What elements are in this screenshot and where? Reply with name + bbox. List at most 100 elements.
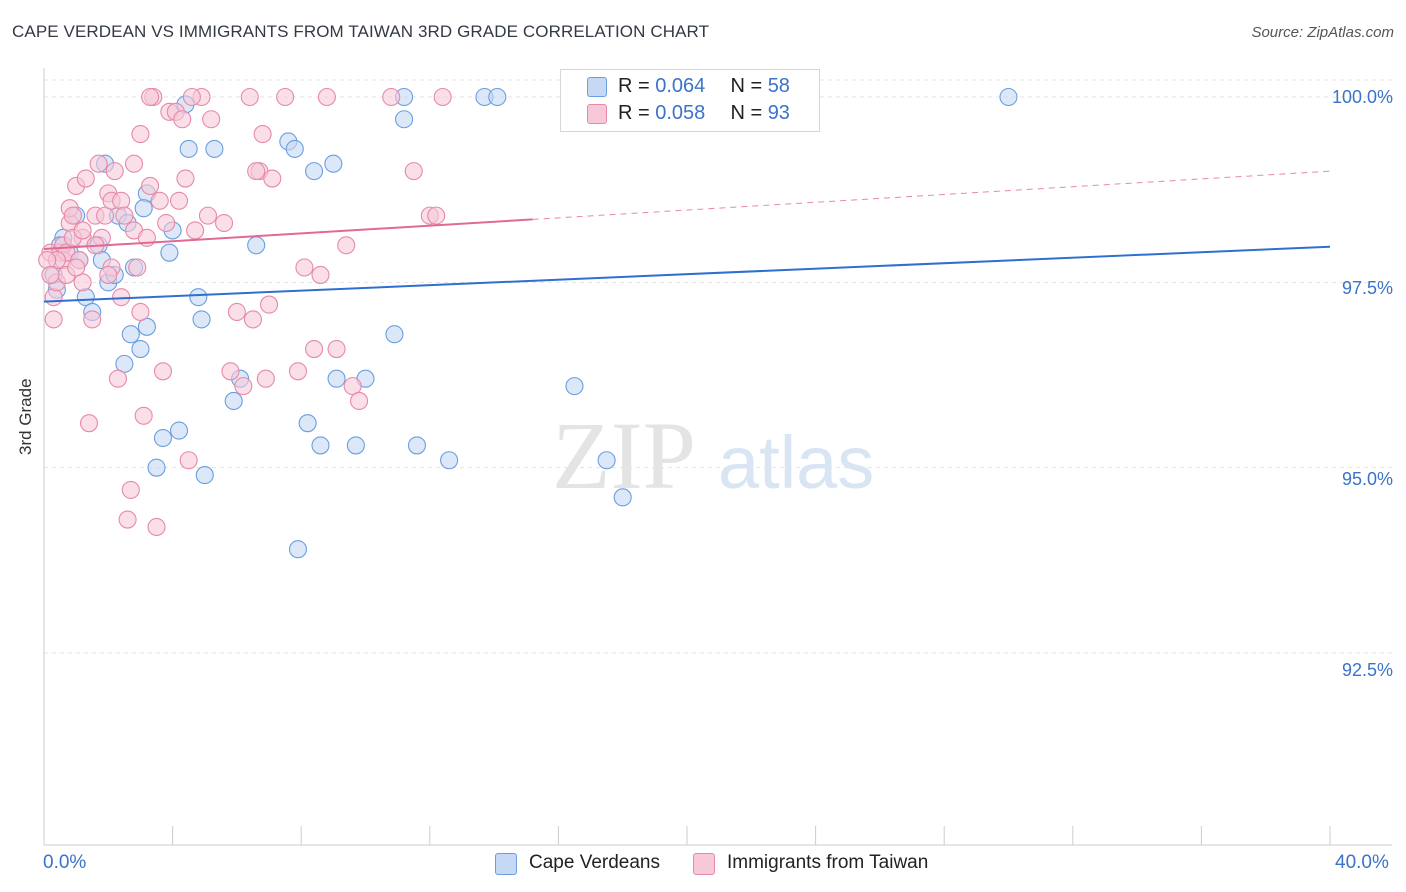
point-taiwan (153, 362, 173, 381)
point-taiwan (79, 414, 99, 433)
trend-lines (43, 170, 1331, 303)
point-cape-verdean (999, 87, 1018, 107)
y-tick-95: 95.0% (1341, 469, 1393, 489)
point-cape-verdean (488, 87, 507, 107)
point-taiwan (173, 110, 192, 129)
point-taiwan (311, 265, 330, 284)
point-taiwan (221, 362, 240, 381)
chart-title: CAPE VERDEAN VS IMMIGRANTS FROM TAIWAN 3… (12, 22, 710, 41)
point-cape-verdean (440, 451, 459, 470)
point-taiwan (227, 302, 246, 322)
point-taiwan (41, 265, 60, 284)
point-taiwan (179, 451, 198, 470)
point-taiwan (263, 169, 282, 188)
x-tick-max: 40.0% (1335, 852, 1389, 873)
point-cape-verdean (311, 436, 330, 455)
point-cape-verdean (395, 110, 414, 129)
point-cape-verdean (169, 421, 189, 440)
point-cape-verdean (288, 540, 308, 559)
point-cape-verdean (224, 391, 243, 410)
point-taiwan (317, 87, 336, 107)
point-taiwan (157, 213, 176, 233)
legend-text: R = 0.064 N = 58 (618, 75, 790, 98)
point-taiwan (115, 206, 134, 225)
point-taiwan (182, 87, 201, 107)
source-credit: Source: ZipAtlas.com (1251, 24, 1394, 41)
r-value: 0.064 (655, 75, 706, 97)
point-taiwan (350, 391, 369, 410)
point-cape-verdean (179, 139, 198, 158)
point-taiwan (44, 310, 63, 329)
point-taiwan (124, 154, 144, 173)
point-taiwan (131, 125, 150, 144)
r-label: R = (618, 102, 650, 124)
axes (43, 68, 1392, 846)
point-cape-verdean (565, 377, 584, 396)
gridlines (44, 79, 1392, 654)
point-taiwan (198, 206, 218, 225)
trend-line-cape-verdeans (43, 245, 1331, 303)
point-taiwan (234, 377, 253, 396)
point-cape-verdean (346, 436, 365, 455)
point-cape-verdean (247, 236, 266, 255)
legend-label: Cape Verdeans (529, 852, 660, 873)
point-taiwan (38, 251, 57, 270)
swatch-blue (495, 853, 517, 875)
point-taiwan (63, 206, 82, 225)
point-taiwan (256, 369, 275, 388)
point-taiwan (305, 340, 324, 359)
point-cape-verdean (597, 451, 616, 470)
point-cape-verdean (189, 288, 208, 307)
point-cape-verdean (131, 340, 150, 359)
point-taiwan (295, 258, 314, 277)
point-cape-verdean (153, 428, 173, 448)
point-taiwan (276, 87, 295, 107)
point-taiwan (176, 169, 195, 188)
point-taiwan (247, 162, 266, 181)
point-taiwan (112, 191, 131, 210)
trend-line-taiwan-extension (532, 170, 1331, 220)
n-value: 93 (767, 102, 790, 124)
legend-swatch-pink (587, 104, 607, 124)
point-taiwan (382, 87, 401, 107)
point-cape-verdean (121, 325, 140, 344)
point-taiwan (121, 480, 140, 499)
point-taiwan (73, 221, 92, 240)
point-taiwan (147, 517, 166, 537)
point-cape-verdean (205, 139, 224, 158)
point-taiwan (288, 362, 308, 381)
point-taiwan (141, 176, 160, 196)
y-tick-100: 100.0% (1331, 87, 1393, 107)
point-taiwan (243, 310, 263, 329)
point-cape-verdean (385, 325, 404, 344)
point-taiwan (337, 236, 356, 255)
point-taiwan (327, 340, 346, 359)
point-taiwan (150, 191, 169, 210)
n-value: 58 (767, 75, 790, 97)
watermark-atlas: atlas (718, 421, 874, 504)
point-cape-verdean (407, 436, 426, 455)
point-taiwan (433, 87, 452, 107)
swatch-pink (693, 853, 715, 875)
point-taiwan (108, 369, 127, 388)
point-cape-verdean (327, 369, 346, 388)
point-taiwan (83, 310, 102, 329)
point-taiwan (128, 258, 147, 277)
r-label: R = (618, 75, 650, 97)
legend-text: R = 0.058 N = 93 (618, 102, 790, 125)
point-cape-verdean (160, 243, 179, 262)
point-taiwan (118, 510, 137, 529)
legend-label: Immigrants from Taiwan (727, 852, 929, 873)
trend-line-taiwan (43, 218, 533, 250)
point-taiwan (99, 265, 118, 284)
point-cape-verdean (613, 488, 632, 507)
point-cape-verdean (134, 199, 153, 218)
point-taiwan (427, 206, 446, 225)
point-cape-verdean (192, 310, 211, 329)
n-label: N = (730, 75, 763, 97)
point-taiwan (76, 169, 95, 188)
point-taiwan (89, 154, 108, 173)
point-taiwan (105, 162, 124, 181)
point-taiwan (134, 406, 153, 425)
